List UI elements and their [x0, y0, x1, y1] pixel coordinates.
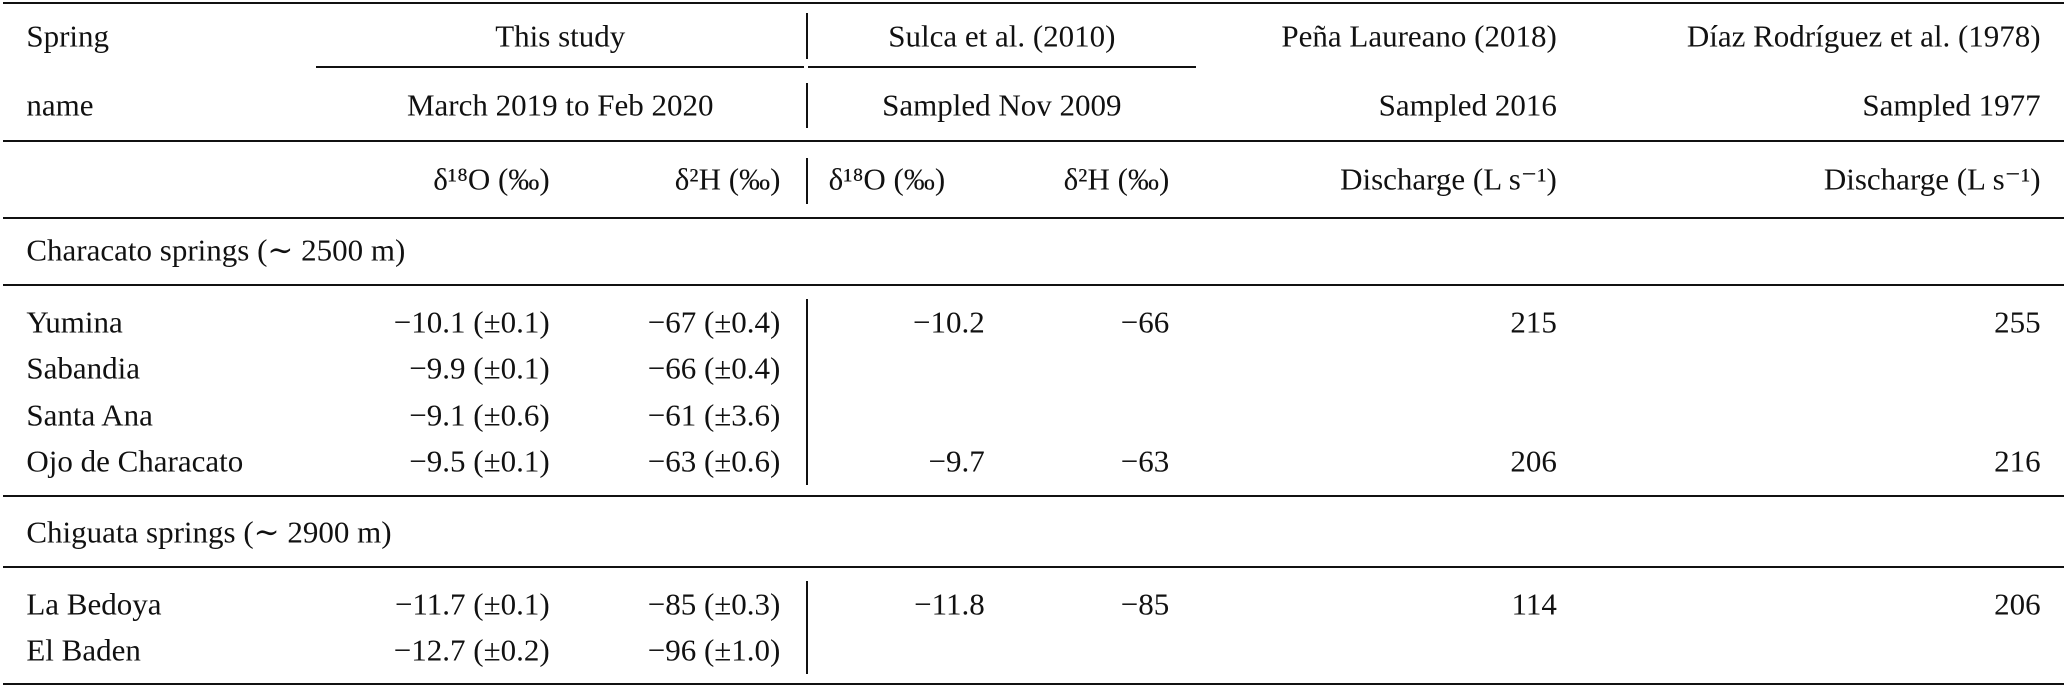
rule [316, 66, 805, 69]
cell: −96 (±1.0) [647, 632, 781, 668]
column-header: δ¹⁸O (‰) [828, 161, 946, 197]
cell: 206 [1510, 443, 1557, 479]
cell: −11.8 [914, 586, 985, 622]
column-header: δ²H (‰) [674, 161, 781, 197]
cell: −85 (±0.3) [647, 586, 781, 622]
cell: −10.1 (±0.1) [393, 304, 550, 340]
column-header: Discharge (L s⁻¹) [1823, 161, 2041, 197]
rule [2, 140, 2065, 143]
spring-name: La Bedoya [26, 586, 162, 622]
section-title: Characato springs (∼ 2500 m) [26, 232, 406, 268]
column-header: δ²H (‰) [1063, 161, 1170, 197]
group-title: Díaz Rodríguez et al. (1978) [1686, 18, 2041, 54]
group-title: Sulca et al. (2010) [888, 18, 1116, 54]
group-title: Peña Laureano (2018) [1281, 18, 1557, 54]
cell: 206 [1994, 586, 2041, 622]
column-divider [805, 581, 808, 674]
group-period: Sampled 2016 [1378, 87, 1557, 123]
cell: −9.7 [928, 443, 985, 479]
cell: −85 [1120, 586, 1170, 622]
group-period: Sampled Nov 2009 [882, 87, 1122, 123]
header-label: name [26, 87, 94, 123]
rule [2, 565, 2065, 568]
header-label: Spring [26, 18, 110, 54]
group-period: Sampled 1977 [1862, 87, 2041, 123]
spring-name: El Baden [26, 632, 141, 668]
cell: −9.5 (±0.1) [409, 443, 550, 479]
cell: −12.7 (±0.2) [393, 632, 550, 668]
rule [2, 216, 2065, 219]
cell: 255 [1994, 304, 2041, 340]
spring-name: Yumina [26, 304, 123, 340]
cell: −9.1 (±0.6) [409, 397, 550, 433]
cell: 216 [1994, 443, 2041, 479]
column-divider [805, 158, 808, 205]
cell: −63 (±0.6) [647, 443, 781, 479]
group-title: This study [495, 18, 626, 54]
cell: 114 [1511, 586, 1557, 622]
spring-name: Ojo de Characato [26, 443, 244, 479]
column-divider [805, 299, 808, 485]
cell: −9.9 (±0.1) [409, 350, 550, 386]
cell: −10.2 [912, 304, 985, 340]
cell: 215 [1510, 304, 1557, 340]
rule [808, 66, 1196, 69]
rule [2, 283, 2065, 286]
rule [2, 1, 2065, 4]
column-divider [805, 13, 808, 60]
cell: −66 [1120, 304, 1170, 340]
rule [2, 683, 2065, 686]
group-period: March 2019 to Feb 2020 [406, 87, 714, 123]
rule [2, 494, 2065, 497]
cell: −61 (±3.6) [647, 397, 781, 433]
cell: −67 (±0.4) [647, 304, 781, 340]
section-title: Chiguata springs (∼ 2900 m) [26, 514, 392, 550]
spring-name: Sabandia [26, 350, 140, 386]
cell: −63 [1120, 443, 1170, 479]
cell: −11.7 (±0.1) [394, 586, 550, 622]
cell: −66 (±0.4) [647, 350, 781, 386]
column-header: δ¹⁸O (‰) [433, 161, 550, 197]
column-header: Discharge (L s⁻¹) [1340, 161, 1557, 197]
spring-name: Santa Ana [26, 397, 153, 433]
column-divider [805, 83, 808, 128]
